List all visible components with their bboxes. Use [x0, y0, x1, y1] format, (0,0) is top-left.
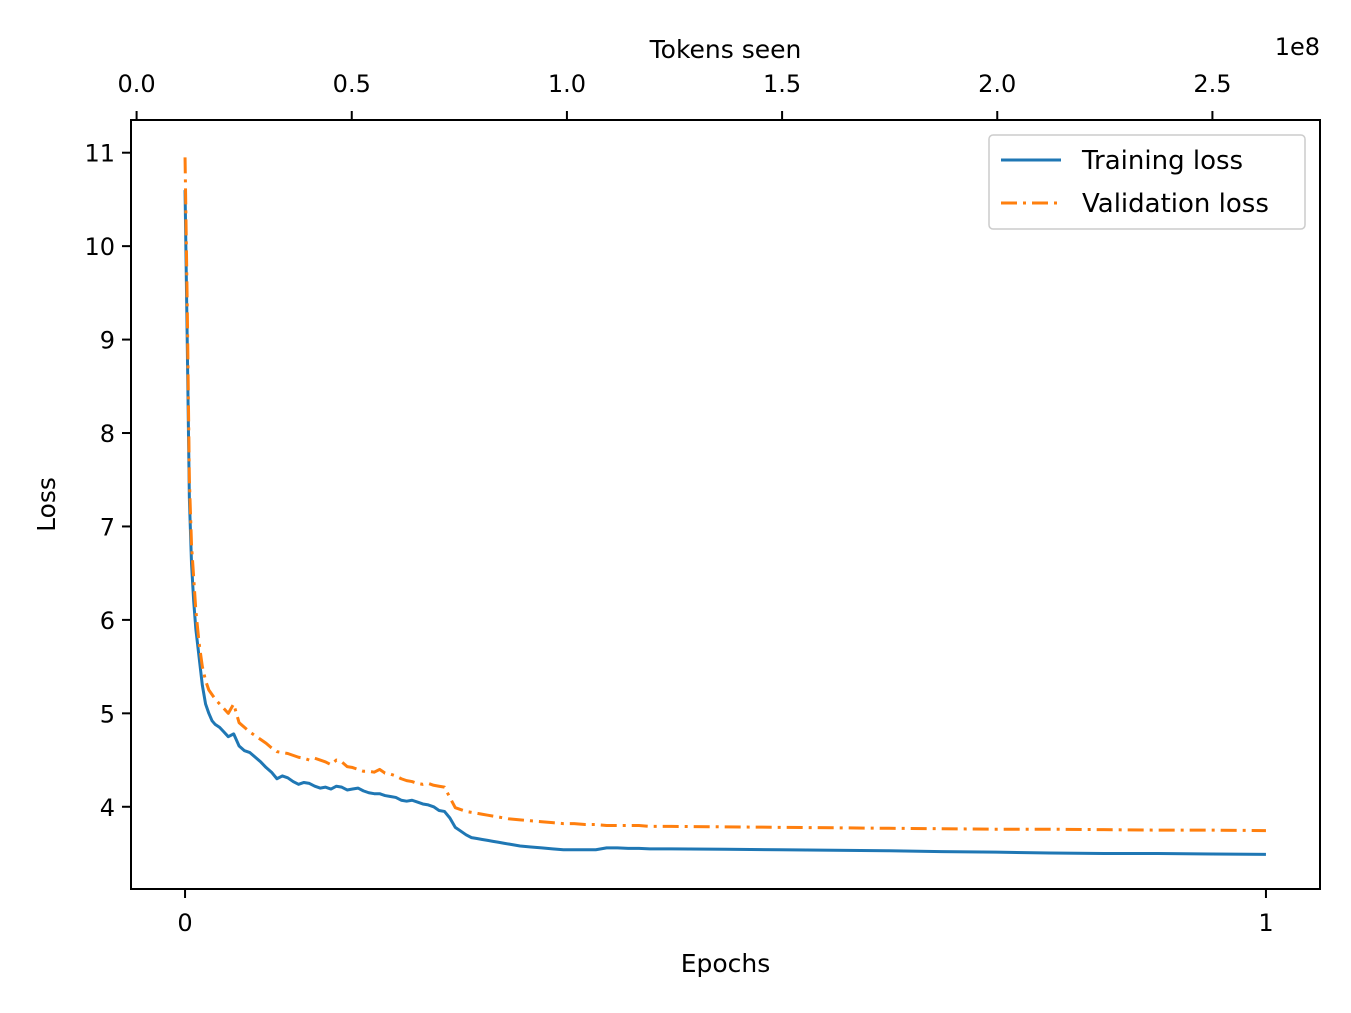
y-tick-label: 6 — [100, 607, 115, 635]
top-x-axis-offset-label: 1e8 — [1275, 33, 1320, 61]
y-tick-label: 5 — [100, 700, 115, 728]
x-tick-label: 0 — [177, 909, 192, 937]
legend-box — [988, 134, 1306, 230]
legend-label-validation-loss: Validation loss — [1082, 189, 1269, 219]
y-tick-label: 8 — [100, 420, 115, 448]
y-axis-left: 4 5 6 7 8 9 10 11 — [84, 140, 131, 822]
legend-label-training-loss: Training loss — [1081, 146, 1243, 176]
legend: Training loss Validation loss — [988, 134, 1306, 230]
top-x-tick-label: 2.0 — [978, 70, 1016, 98]
top-x-tick-label: 1.5 — [763, 70, 801, 98]
top-x-axis-label: Tokens seen — [649, 35, 802, 64]
y-tick-label: 11 — [84, 140, 115, 168]
x-axis-top: 0.0 0.5 1.0 1.5 2.0 2.5 — [118, 70, 1232, 120]
top-x-tick-label: 0.0 — [118, 70, 156, 98]
y-tick-label: 4 — [100, 794, 115, 822]
x-axis-label: Epochs — [681, 949, 771, 978]
series-line-validation-loss — [183, 157, 1266, 833]
axes-frame — [130, 119, 1321, 890]
series-line-training-loss — [183, 190, 1266, 856]
top-x-tick-label: 1.0 — [548, 70, 586, 98]
y-tick-label: 10 — [84, 233, 115, 261]
y-tick-label: 7 — [100, 513, 115, 541]
top-x-tick-label: 2.5 — [1193, 70, 1231, 98]
y-axis-label: Loss — [32, 477, 61, 532]
y-tick-label: 9 — [100, 327, 115, 355]
x-tick-label: 1 — [1258, 909, 1273, 937]
top-x-tick-label: 0.5 — [333, 70, 371, 98]
plot-area — [183, 157, 1266, 856]
